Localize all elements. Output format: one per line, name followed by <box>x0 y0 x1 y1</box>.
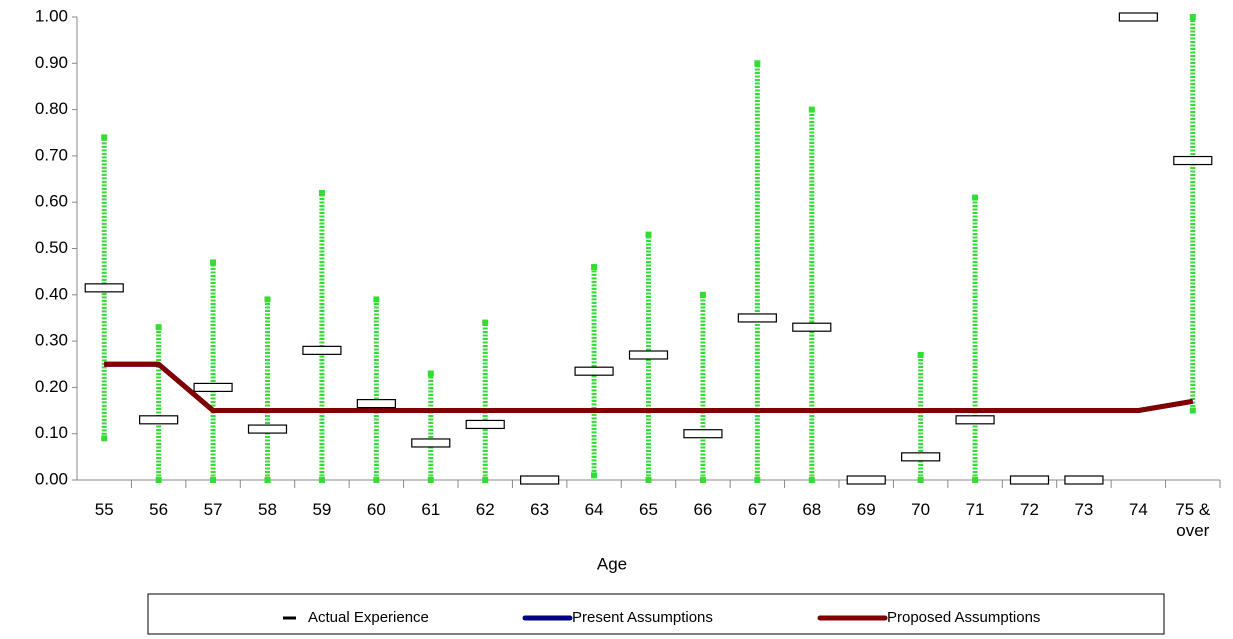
interval-cap <box>264 296 271 303</box>
interval-cap <box>210 259 217 266</box>
x-tick-label: 66 <box>693 500 713 519</box>
actual-marker <box>1064 475 1104 485</box>
x-tick-label: 69 <box>856 500 876 519</box>
x-tick-label: 57 <box>203 500 223 519</box>
interval-cap <box>1189 14 1196 20</box>
actual-marker <box>1009 475 1050 485</box>
actual-marker <box>193 382 233 392</box>
interval-cap <box>427 370 434 377</box>
interval-cap <box>155 477 162 483</box>
interval-cap <box>917 351 924 358</box>
y-tick-label: 1.00 <box>35 6 68 25</box>
interval-cap <box>808 106 815 113</box>
actual-marker <box>520 475 560 485</box>
interval-cap <box>917 477 924 483</box>
legend-label: Actual Experience <box>308 609 429 626</box>
interval-cap <box>808 477 815 483</box>
y-tick-label: 0.60 <box>35 192 68 211</box>
actual-marker <box>1173 155 1213 166</box>
interval-cap <box>482 477 489 483</box>
interval-cap <box>645 231 652 238</box>
interval-cap <box>972 477 979 483</box>
y-tick-label: 0.00 <box>35 469 68 488</box>
interval-cap <box>972 194 979 201</box>
x-tick-label: 75 & over <box>1175 500 1211 540</box>
y-tick-label: 0.70 <box>35 145 68 164</box>
actual-marker <box>84 283 124 293</box>
interval-cap <box>699 477 706 483</box>
x-tick-label: 70 <box>911 500 931 519</box>
x-tick-label: 63 <box>530 500 550 519</box>
x-tick-label: 68 <box>802 500 822 519</box>
actual-marker <box>901 452 941 462</box>
y-tick-label: 0.80 <box>35 99 68 118</box>
interval-cap <box>210 477 217 483</box>
x-axis-title: Age <box>597 554 627 573</box>
x-tick-label: 55 <box>94 500 114 519</box>
x-tick-label: 71 <box>965 500 985 519</box>
y-tick-label: 0.20 <box>35 377 68 396</box>
actual-marker <box>846 475 886 485</box>
y-tick-label: 0.30 <box>35 331 68 350</box>
actual-marker <box>139 415 179 425</box>
interval-cap <box>754 477 761 483</box>
interval-cap <box>645 477 652 483</box>
interval-cap <box>591 472 598 479</box>
y-tick-label: 0.10 <box>35 423 68 442</box>
legend-box <box>147 593 1165 635</box>
interval-cap <box>318 189 325 196</box>
actual-marker <box>574 366 614 376</box>
interval-cap <box>699 291 706 298</box>
interval-cap <box>373 477 380 483</box>
interval-cap <box>1189 407 1196 414</box>
actual-marker <box>302 345 342 355</box>
actual-marker <box>792 322 832 332</box>
y-tick-label: 0.40 <box>35 284 68 303</box>
x-tick-label: 74 <box>1128 500 1148 519</box>
interval-cap <box>373 296 380 303</box>
x-tick-label: 73 <box>1074 500 1094 519</box>
interval-cap <box>101 134 108 141</box>
actual-marker <box>628 350 669 360</box>
actual-marker <box>465 419 505 430</box>
x-tick-label: 62 <box>475 500 495 519</box>
interval-cap <box>101 435 108 442</box>
interval-cap <box>318 477 325 483</box>
interval-cap <box>155 324 162 331</box>
x-tick-label: 58 <box>258 500 277 519</box>
series-line <box>104 361 1194 414</box>
y-tick-label: 0.90 <box>35 53 68 72</box>
x-tick-label: 61 <box>421 500 441 519</box>
interval-cap <box>591 264 598 271</box>
interval-cap <box>427 477 434 483</box>
interval-cap <box>264 477 271 483</box>
legend-label: Present Assumptions <box>572 609 713 626</box>
actual-marker <box>737 313 777 323</box>
x-tick-label: 72 <box>1020 500 1039 519</box>
x-tick-label: 59 <box>312 500 332 519</box>
x-tick-label: 65 <box>639 500 658 519</box>
actual-marker <box>955 415 995 425</box>
y-tick-label: 0.50 <box>35 238 68 257</box>
actual-marker <box>411 438 451 448</box>
x-tick-label: 64 <box>584 500 604 519</box>
actual-marker <box>247 424 288 434</box>
x-tick-label: 60 <box>366 500 386 519</box>
interval-cap <box>754 60 761 67</box>
actual-marker <box>1118 12 1158 22</box>
interval-cap <box>482 319 489 326</box>
legend-label: Proposed Assumptions <box>887 609 1040 626</box>
x-tick-label: 67 <box>747 500 767 519</box>
actual-marker <box>356 399 396 409</box>
x-tick-label: 56 <box>149 500 169 519</box>
actual-marker <box>683 429 723 439</box>
